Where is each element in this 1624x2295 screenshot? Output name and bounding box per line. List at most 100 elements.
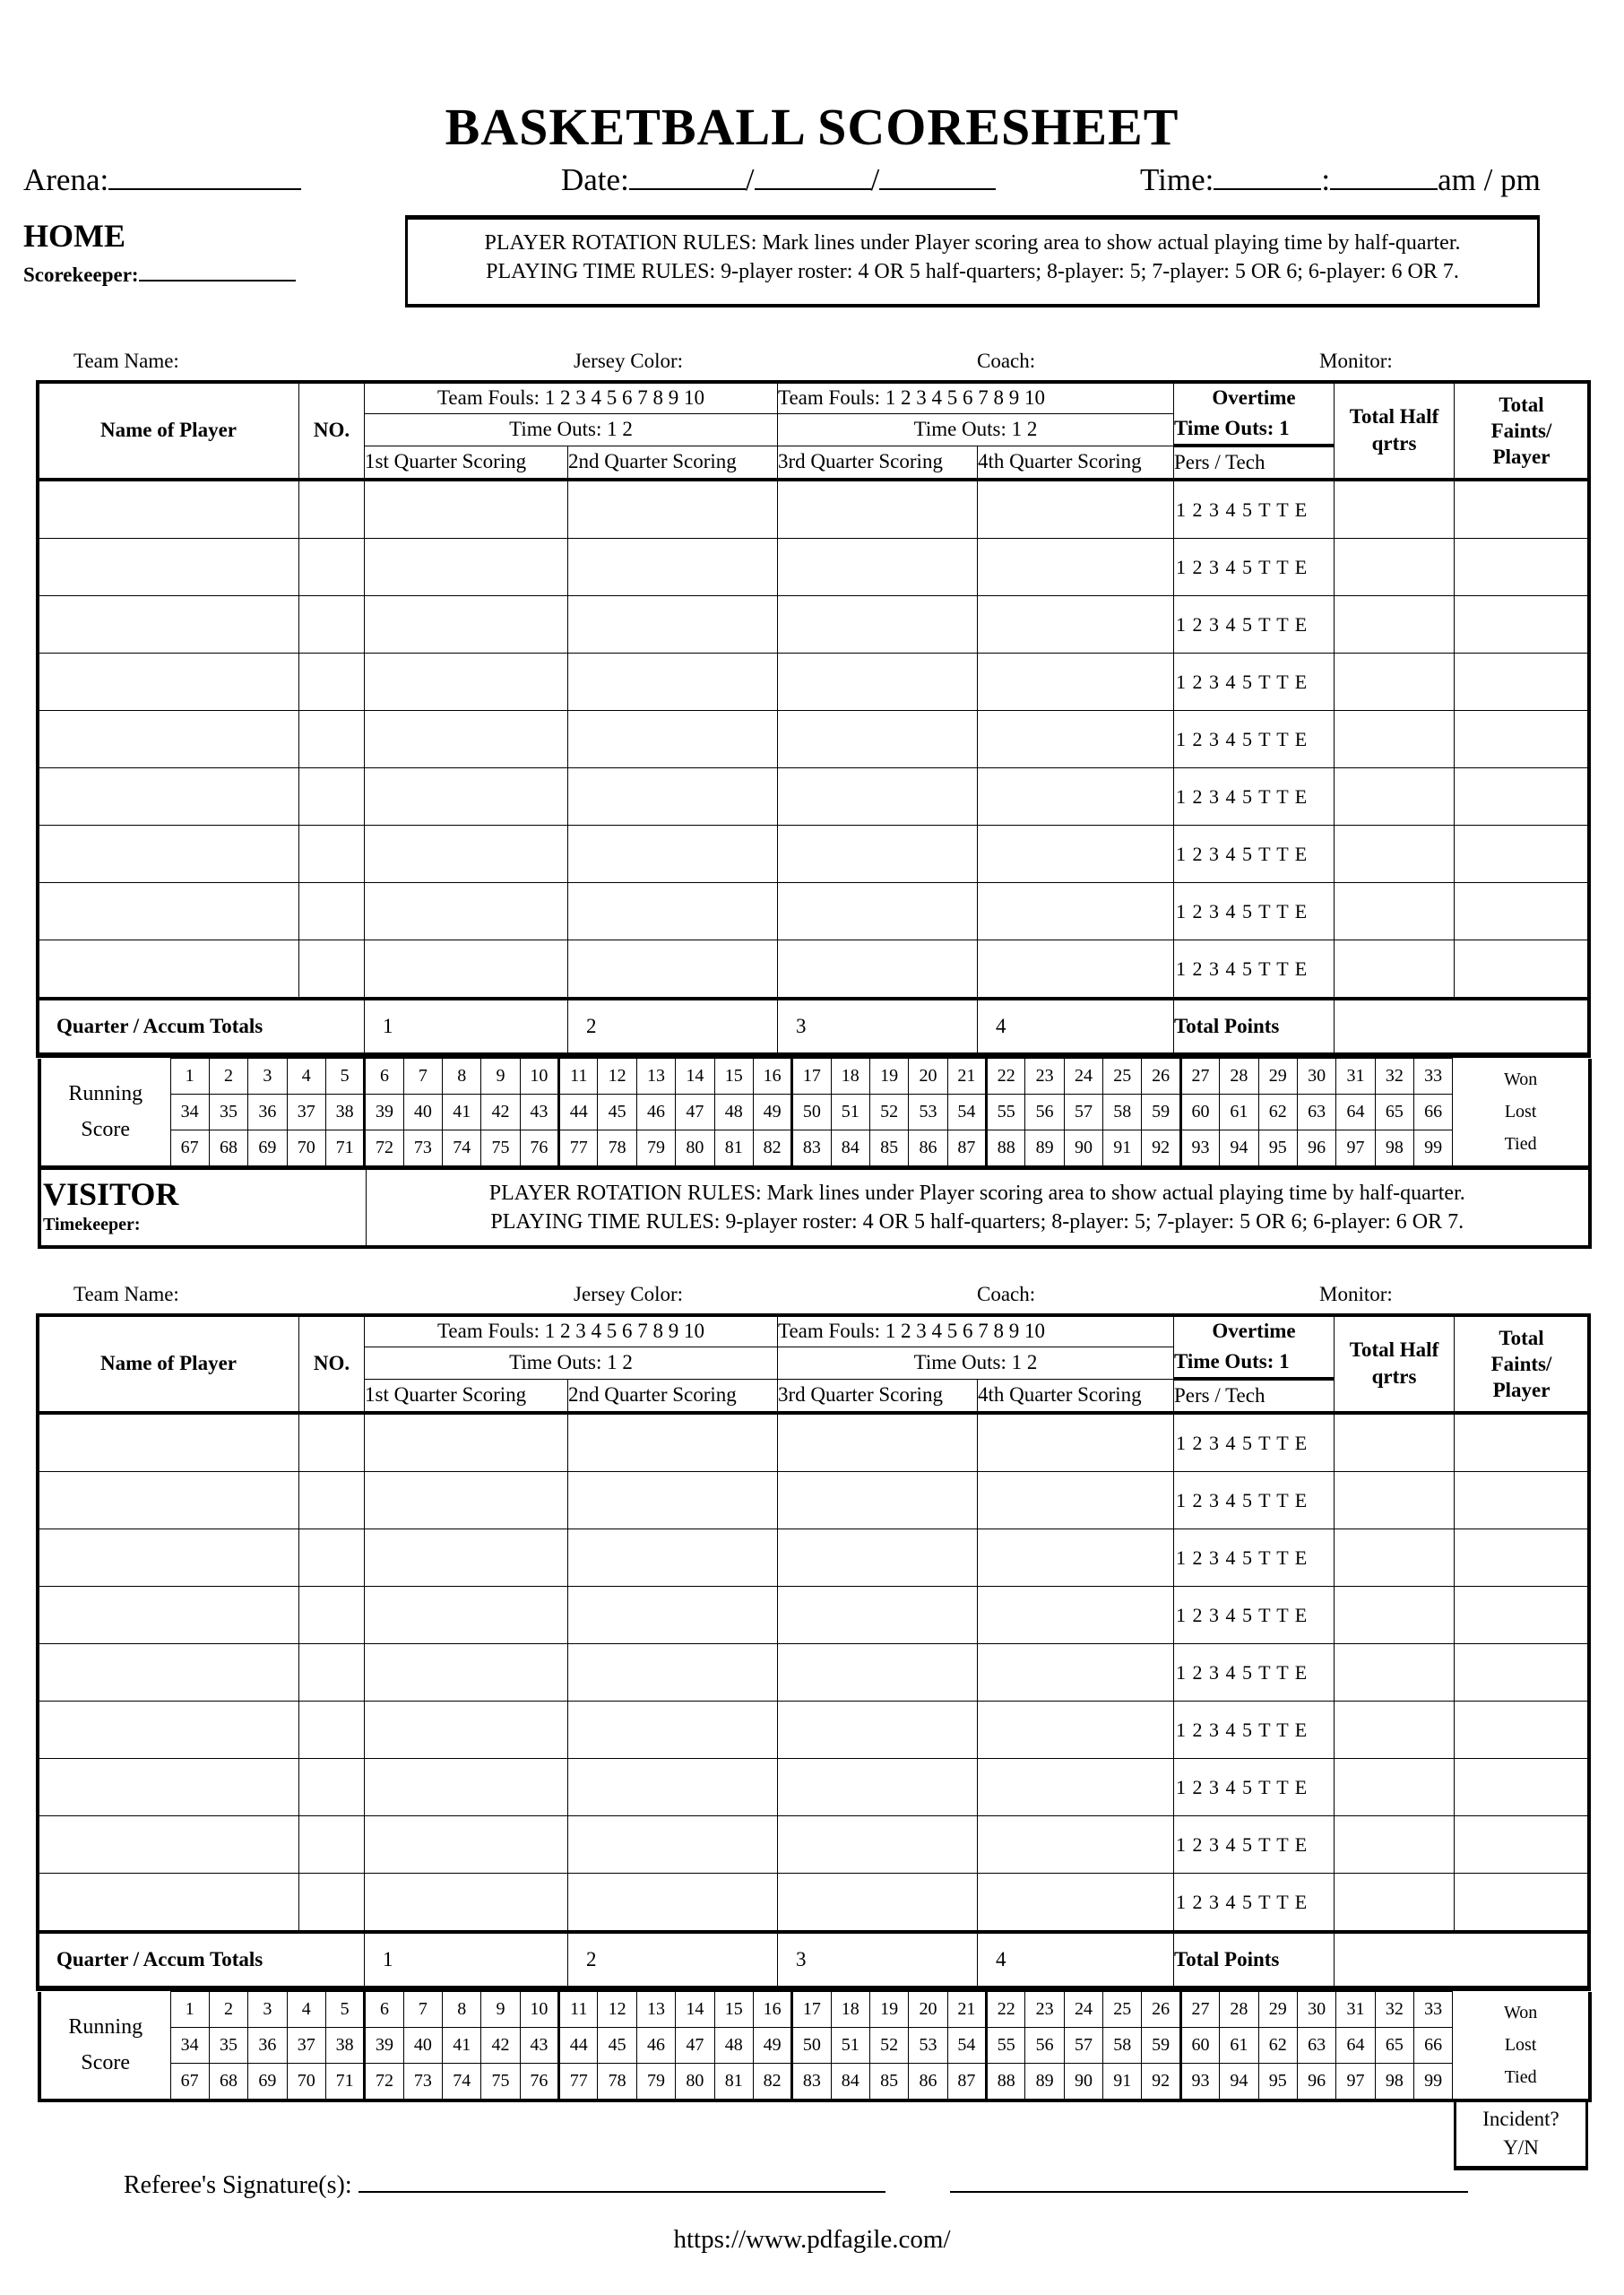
quarter-3-score-cell[interactable] xyxy=(777,479,978,539)
running-score-number[interactable]: 71 xyxy=(324,1130,366,1168)
running-score-number[interactable]: 31 xyxy=(1335,1991,1376,2028)
running-score-number[interactable]: 58 xyxy=(1102,1094,1143,1130)
quarter-4-score-cell[interactable] xyxy=(977,710,1174,768)
running-score-number[interactable]: 8 xyxy=(442,1991,482,2028)
player-number-cell[interactable] xyxy=(298,479,365,539)
running-score-number[interactable]: 95 xyxy=(1257,1130,1298,1168)
running-score-number[interactable]: 86 xyxy=(908,1130,948,1168)
player-name-cell[interactable] xyxy=(38,1471,299,1529)
total-half-qrtrs-cell[interactable] xyxy=(1334,767,1455,826)
result-lost[interactable]: Lost xyxy=(1504,2035,1537,2056)
quarter-1-score-cell[interactable] xyxy=(364,479,568,539)
running-score-number[interactable]: 4 xyxy=(286,1058,326,1095)
running-score-number[interactable]: 7 xyxy=(402,1991,444,2028)
quarter-2-score-cell[interactable] xyxy=(567,1815,778,1874)
running-score-number[interactable]: 26 xyxy=(1141,1991,1181,2028)
running-score-number[interactable]: 96 xyxy=(1296,2063,1337,2101)
running-score-number[interactable]: 32 xyxy=(1374,1991,1415,2028)
total-faints-cell[interactable] xyxy=(1454,1643,1589,1702)
running-score-number[interactable]: 17 xyxy=(790,1991,832,2028)
running-score-number[interactable]: 88 xyxy=(985,2063,1026,2101)
running-score-number[interactable]: 58 xyxy=(1102,2027,1143,2064)
quarter-1-total-cell[interactable]: 1 xyxy=(364,1930,568,1989)
running-score-number[interactable]: 68 xyxy=(208,2063,249,2101)
quarter-1-score-cell[interactable] xyxy=(364,1412,568,1472)
quarter-1-score-cell[interactable] xyxy=(364,538,568,596)
quarter-1-score-cell[interactable] xyxy=(364,825,568,883)
quarter-2-score-cell[interactable] xyxy=(567,479,778,539)
running-score-number[interactable]: 65 xyxy=(1374,1094,1415,1130)
running-score-number[interactable]: 97 xyxy=(1335,1130,1376,1168)
total-faints-cell[interactable] xyxy=(1454,1471,1589,1529)
quarter-4-score-cell[interactable] xyxy=(977,1412,1174,1472)
total-faints-cell[interactable] xyxy=(1454,1586,1589,1644)
quarter-3-score-cell[interactable] xyxy=(777,1586,978,1644)
running-score-number[interactable]: 98 xyxy=(1374,1130,1415,1168)
running-score-number[interactable]: 69 xyxy=(247,1130,288,1168)
running-score-number[interactable]: 39 xyxy=(363,1094,404,1130)
quarter-2-score-cell[interactable] xyxy=(567,595,778,654)
quarter-3-score-cell[interactable] xyxy=(777,940,978,1000)
quarter-3-score-cell[interactable] xyxy=(777,595,978,654)
time-outs-first-half[interactable]: Time Outs: 1 2 xyxy=(364,413,778,446)
total-faints-cell[interactable] xyxy=(1454,1758,1589,1816)
running-score-number[interactable]: 45 xyxy=(597,2027,637,2064)
running-score-number[interactable]: 15 xyxy=(713,1991,754,2028)
running-score-number[interactable]: 49 xyxy=(752,1094,793,1130)
running-score-number[interactable]: 5 xyxy=(324,1991,366,2028)
running-score-number[interactable]: 43 xyxy=(519,2027,560,2064)
total-faints-cell[interactable] xyxy=(1454,1701,1589,1759)
running-score-number[interactable]: 77 xyxy=(557,2063,599,2101)
incident-box[interactable]: Incident? Y/N xyxy=(1454,2101,1588,2170)
player-name-cell[interactable] xyxy=(38,1412,299,1472)
total-faints-cell[interactable] xyxy=(1454,767,1589,826)
running-score-number[interactable]: 91 xyxy=(1102,2063,1143,2101)
quarter-3-score-cell[interactable] xyxy=(777,1643,978,1702)
running-score-number[interactable]: 99 xyxy=(1412,2063,1454,2101)
running-score-number[interactable]: 24 xyxy=(1063,1991,1104,2028)
quarter-2-score-cell[interactable] xyxy=(567,1643,778,1702)
total-half-qrtrs-cell[interactable] xyxy=(1334,1529,1455,1587)
time-outs-first-half[interactable]: Time Outs: 1 2 xyxy=(364,1347,778,1380)
running-score-number[interactable]: 10 xyxy=(519,1058,560,1095)
running-score-number[interactable]: 49 xyxy=(752,2027,793,2064)
player-name-cell[interactable] xyxy=(38,1529,299,1587)
quarter-1-score-cell[interactable] xyxy=(364,653,568,711)
running-score-number[interactable]: 34 xyxy=(169,1094,210,1130)
running-score-number[interactable]: 48 xyxy=(713,1094,754,1130)
foul-marks[interactable]: 1 2 3 4 5 T T E xyxy=(1173,1471,1335,1529)
running-score-number[interactable]: 5 xyxy=(324,1058,366,1095)
running-score-number[interactable]: 10 xyxy=(519,1991,560,2028)
running-score-number[interactable]: 64 xyxy=(1335,1094,1376,1130)
running-score-number[interactable]: 40 xyxy=(402,1094,444,1130)
running-score-number[interactable]: 73 xyxy=(402,2063,444,2101)
running-score-number[interactable]: 77 xyxy=(557,1130,599,1168)
running-score-number[interactable]: 38 xyxy=(324,1094,366,1130)
quarter-4-score-cell[interactable] xyxy=(977,1643,1174,1702)
running-score-number[interactable]: 84 xyxy=(830,1130,870,1168)
running-score-number[interactable]: 20 xyxy=(908,1058,948,1095)
running-score-number[interactable]: 55 xyxy=(985,1094,1026,1130)
running-score-number[interactable]: 44 xyxy=(557,1094,599,1130)
total-half-qrtrs-cell[interactable] xyxy=(1334,1643,1455,1702)
quarter-2-score-cell[interactable] xyxy=(567,825,778,883)
running-score-number[interactable]: 68 xyxy=(208,1130,249,1168)
running-score-number[interactable]: 18 xyxy=(830,1991,870,2028)
quarter-4-score-cell[interactable] xyxy=(977,538,1174,596)
running-score-number[interactable]: 12 xyxy=(597,1058,637,1095)
running-score-number[interactable]: 76 xyxy=(519,1130,560,1168)
running-score-number[interactable]: 50 xyxy=(790,1094,832,1130)
running-score-number[interactable]: 30 xyxy=(1296,1991,1337,2028)
running-score-number[interactable]: 62 xyxy=(1257,2027,1298,2064)
total-half-qrtrs-cell[interactable] xyxy=(1334,653,1455,711)
quarter-2-score-cell[interactable] xyxy=(567,767,778,826)
result-won[interactable]: Won xyxy=(1503,2003,1538,2023)
running-score-number[interactable]: 39 xyxy=(363,2027,404,2064)
total-half-qrtrs-cell[interactable] xyxy=(1334,595,1455,654)
player-number-cell[interactable] xyxy=(298,1873,365,1933)
quarter-1-score-cell[interactable] xyxy=(364,1586,568,1644)
running-score-number[interactable]: 25 xyxy=(1102,1991,1143,2028)
player-name-cell[interactable] xyxy=(38,710,299,768)
running-score-number[interactable]: 82 xyxy=(752,2063,793,2101)
running-score-number[interactable]: 78 xyxy=(597,2063,637,2101)
